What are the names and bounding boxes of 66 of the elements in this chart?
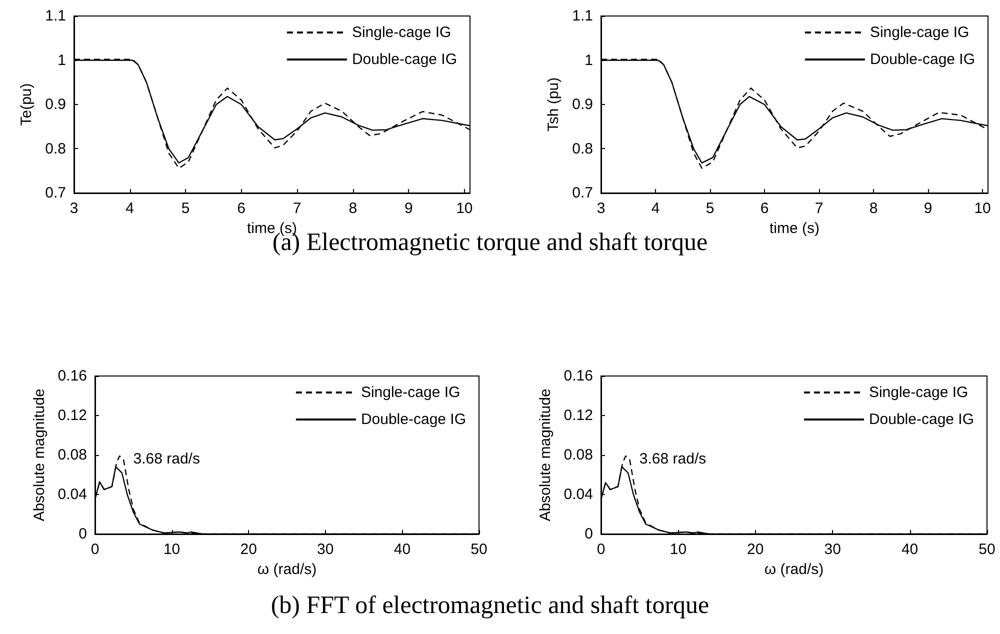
x-axis-title: ω (rad/s): [257, 560, 317, 578]
legend-label: Single-cage IG: [360, 384, 460, 401]
y-tick-label: 0.12: [58, 407, 87, 424]
x-tick-label: 9: [924, 200, 932, 217]
x-tick-label: 0: [596, 541, 606, 558]
y-tick-label: 1: [58, 52, 66, 69]
x-tick-label: 8: [348, 200, 358, 217]
y-axis-title: Te(pu): [18, 83, 35, 126]
x-tick-label: 10: [974, 200, 991, 217]
y-tick-label: 0.16: [564, 368, 593, 384]
annotation: 3.68 rad/s: [639, 450, 706, 468]
text: (b) FFT of electromagnetic and shaft torque: [270, 592, 710, 620]
y-axis-title: Absolute magnitude: [536, 388, 554, 522]
x-tick-label: 6: [237, 200, 246, 217]
legend-label: Double-cage IG: [868, 411, 974, 428]
x-tick-label: 8: [869, 200, 878, 217]
y-tick-label: 0.08: [58, 446, 87, 464]
y-tick-label: 0.04: [58, 486, 87, 503]
y-tick-label: 0: [78, 526, 87, 542]
legend-label: Single-cage IG: [352, 24, 452, 41]
y-tick-label: 0.16: [58, 368, 87, 384]
y-tick-label: 0.9: [572, 96, 593, 113]
x-tick-label: 5: [181, 200, 190, 217]
x-tick-label: 6: [760, 200, 769, 217]
legend-label: Double-cage IG: [870, 51, 976, 68]
x-tick-label: 50: [978, 541, 996, 558]
x-axis-title: ω (rad/s): [764, 560, 824, 578]
x-tick-label: 40: [394, 541, 411, 558]
x-tick-label: 30: [317, 541, 334, 558]
y-axis-title: Tsh (pu): [545, 77, 562, 132]
x-tick-label: 3: [70, 200, 78, 217]
y-tick-label: 0.04: [564, 486, 593, 503]
x-tick-label: 40: [901, 541, 918, 558]
x-tick-label: 4: [126, 200, 134, 217]
y-tick-label: 1: [584, 52, 593, 69]
x-tick-label: 7: [292, 200, 302, 217]
y-tick-label: 0.7: [572, 184, 593, 202]
annotation: 3.68 rad/s: [133, 450, 200, 468]
legend-label: Single-cage IG: [870, 24, 970, 41]
x-tick-label: 10: [163, 541, 180, 558]
x-tick-label: 10: [456, 200, 473, 217]
y-tick-label: 0.12: [564, 407, 593, 424]
x-tick-label: 10: [670, 541, 687, 558]
legend-label: Double-cage IG: [360, 411, 466, 428]
x-tick-label: 4: [651, 200, 660, 217]
y-tick-label: 0.8: [45, 140, 66, 158]
y-tick-label: 0.7: [45, 184, 66, 202]
y-tick-label: 0: [584, 526, 593, 542]
legend-label: Single-cage IG: [868, 384, 968, 401]
x-tick-label: 50: [470, 541, 488, 558]
x-axis-title: time (s): [770, 220, 820, 237]
x-tick-label: 7: [814, 200, 824, 217]
x-tick-label: 9: [404, 200, 413, 217]
legend-label: Double-cage IG: [352, 51, 458, 68]
y-axis-title: Absolute magnitude: [30, 388, 48, 522]
y-tick-label: 1.1: [45, 8, 66, 24]
x-tick-label: 3: [596, 200, 606, 217]
y-tick-label: 1.1: [572, 8, 593, 24]
y-tick-label: 0.08: [564, 446, 593, 464]
x-tick-label: 20: [240, 541, 257, 558]
x-tick-label: 0: [90, 541, 100, 558]
y-tick-label: 0.9: [45, 96, 66, 113]
x-tick-label: 20: [747, 541, 764, 558]
x-tick-label: 30: [824, 541, 841, 558]
y-tick-label: 0.8: [572, 140, 593, 158]
x-tick-label: 5: [706, 200, 714, 217]
